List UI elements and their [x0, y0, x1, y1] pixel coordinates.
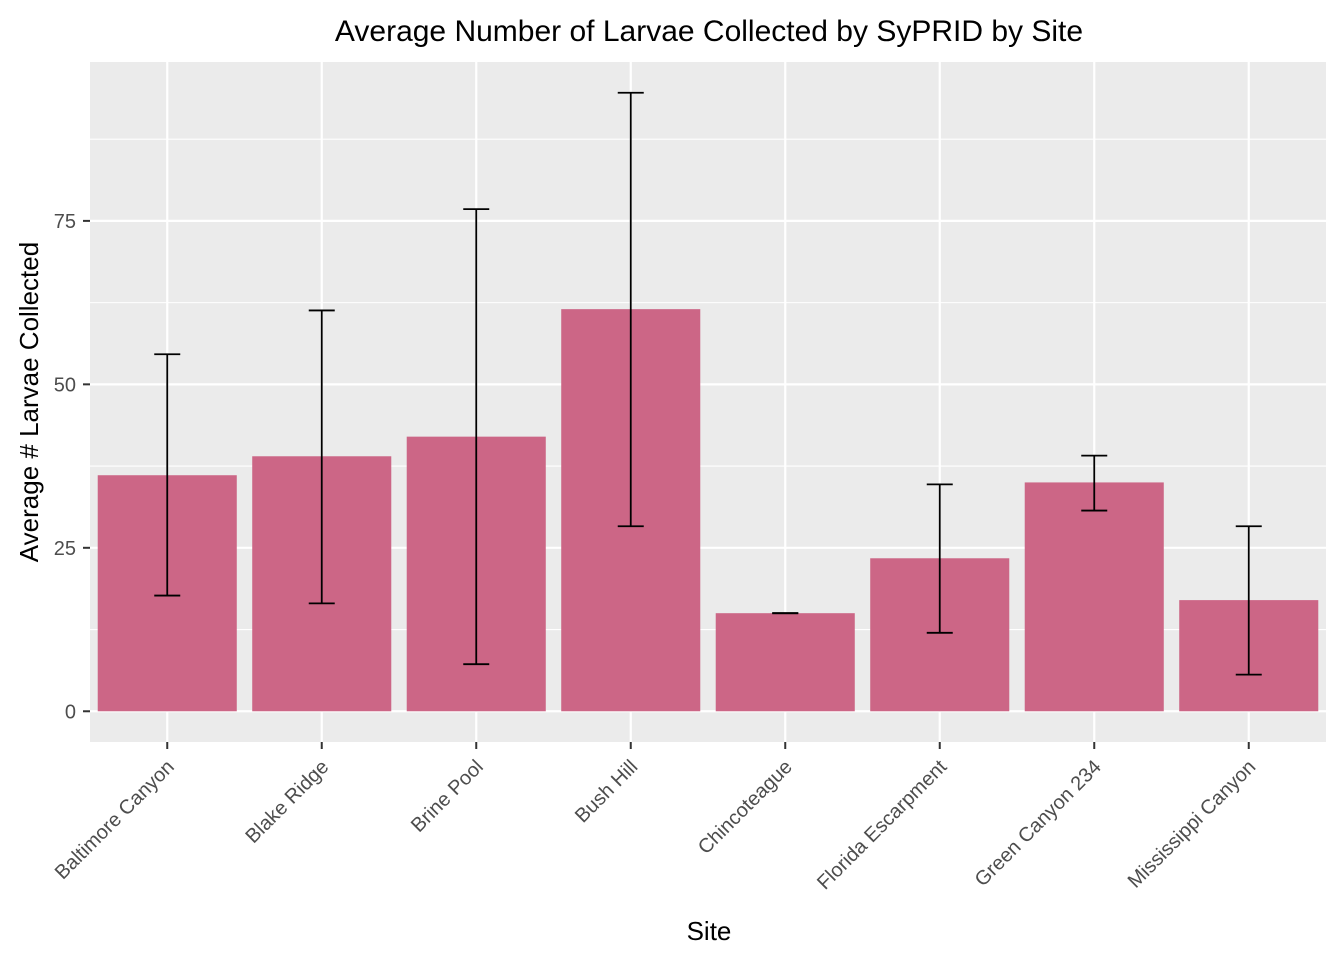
x-tick-label: Green Canyon 234	[971, 756, 1106, 891]
x-tick-label: Blake Ridge	[241, 756, 333, 848]
error-bars	[154, 91, 1262, 676]
y-tick-label: 50	[54, 374, 76, 396]
y-axis: 0 25 50 75	[54, 211, 90, 723]
y-tick-label: 0	[65, 701, 76, 723]
error-bar	[1081, 454, 1108, 512]
x-tick-label: Baltimore Canyon	[51, 756, 179, 884]
x-tick-label: Brine Pool	[407, 756, 488, 837]
chart-title: Average Number of Larvae Collected by Sy…	[335, 15, 1083, 48]
x-tick-label: Mississippi Canyon	[1124, 756, 1261, 893]
bar	[715, 613, 855, 712]
error-bar	[617, 91, 644, 528]
x-axis: Baltimore Canyon Blake Ridge Brine Pool Bus…	[51, 742, 1260, 894]
error-bar	[1235, 525, 1262, 676]
x-tick-label: Florida Escarpment	[813, 756, 951, 894]
y-axis-title: Average # Larvae Collected	[14, 242, 44, 562]
y-tick-label: 25	[54, 538, 76, 560]
x-tick-label: Chincoteague	[694, 756, 797, 859]
x-axis-title: Site	[687, 916, 732, 946]
bar	[1024, 482, 1164, 712]
error-bar	[926, 483, 953, 634]
error-bar	[154, 353, 181, 597]
x-tick-label: Bush Hill	[571, 756, 642, 827]
error-bar	[463, 208, 490, 666]
error-bar	[308, 309, 335, 605]
y-tick-label: 75	[54, 211, 76, 233]
